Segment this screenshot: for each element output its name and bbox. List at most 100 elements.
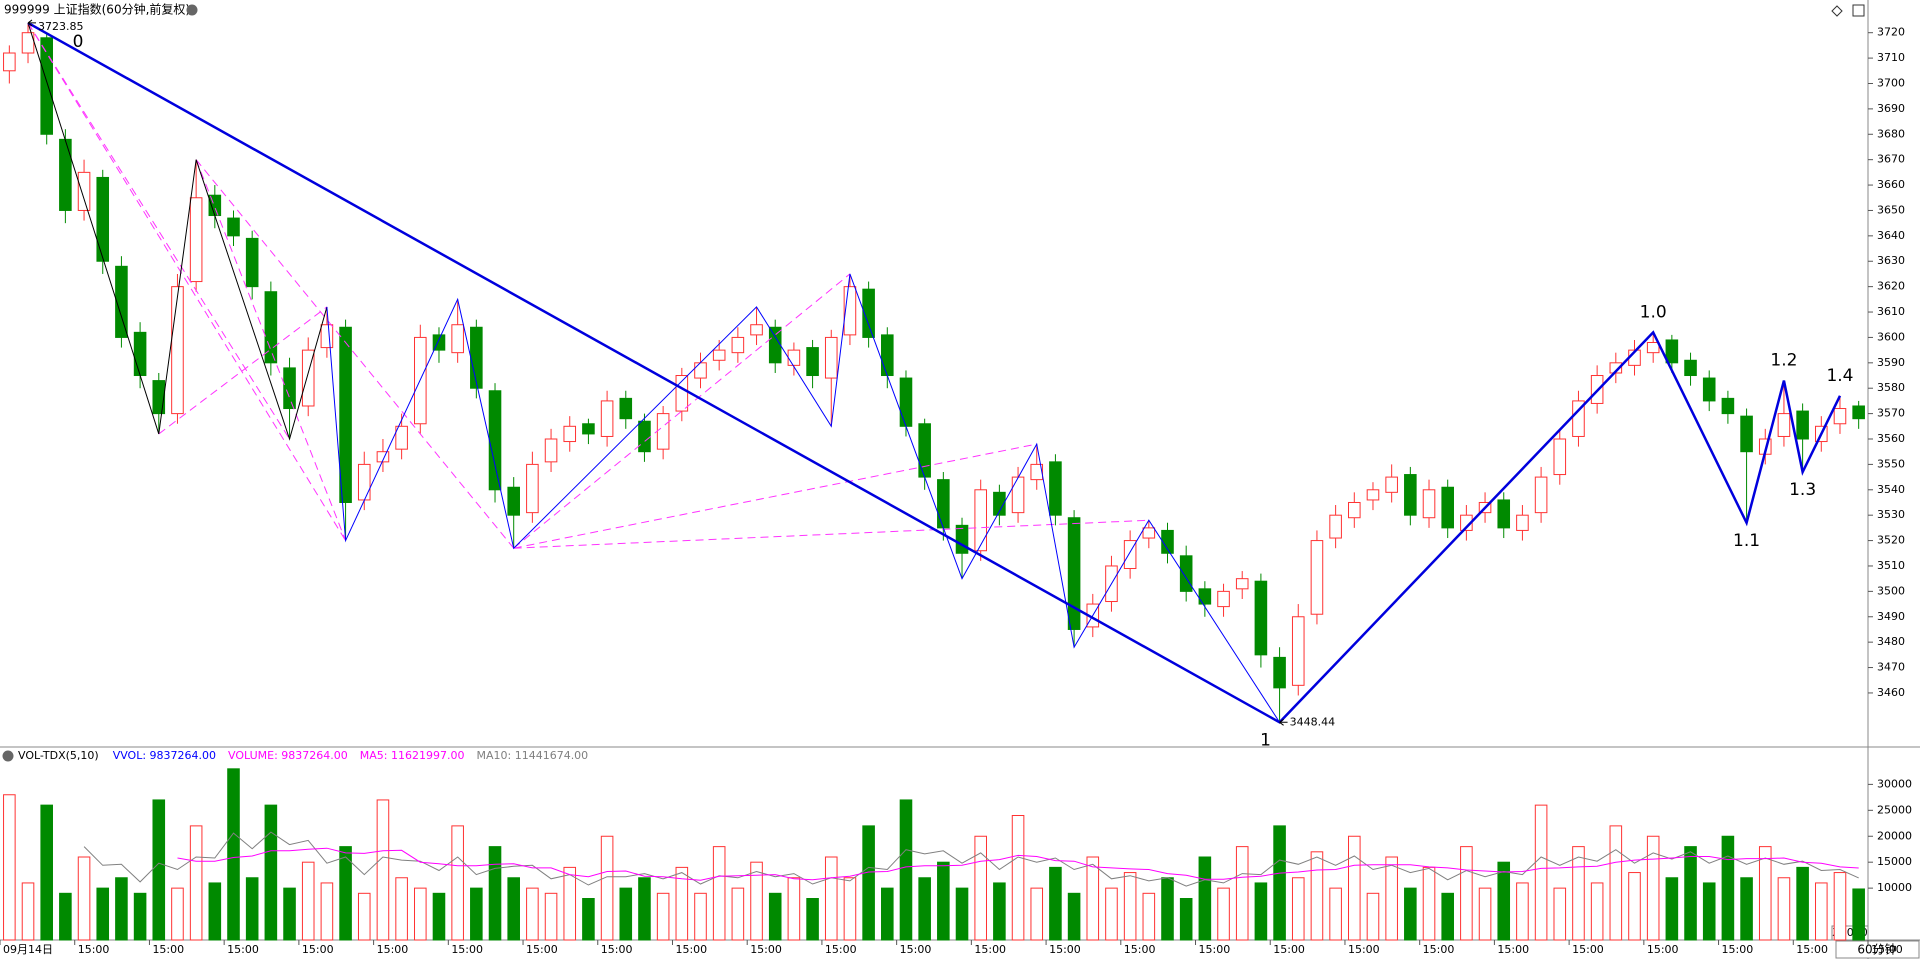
- y-tick-label: 3690: [1877, 102, 1905, 115]
- volume-bar: [899, 799, 913, 941]
- candle-body: [488, 390, 502, 491]
- x-tick-label: 15:00: [227, 943, 259, 956]
- volume-bar: [1030, 887, 1044, 941]
- wave-label: 1.1: [1733, 531, 1760, 551]
- candle-body: [656, 413, 670, 450]
- x-tick-label: 15:00: [1722, 943, 1754, 956]
- volume-bar: [1404, 887, 1417, 941]
- panel-icon[interactable]: [1852, 4, 1865, 17]
- volume-bar: [152, 799, 166, 941]
- volume-bar: [1179, 898, 1193, 941]
- candle-body: [1833, 408, 1847, 425]
- volume-bar: [768, 892, 782, 941]
- x-tick-label: 15:00: [675, 943, 707, 956]
- volume-bar: [1833, 872, 1847, 941]
- candle-body: [1852, 405, 1865, 420]
- ma-line: [83, 831, 1859, 887]
- x-tick-label: 15:00: [1572, 943, 1604, 956]
- candle-body: [843, 286, 857, 336]
- candle-body: [59, 138, 72, 211]
- y-tick-label: 10000: [1877, 881, 1912, 894]
- volume-bar: [1478, 887, 1492, 941]
- candle-body: [937, 479, 950, 529]
- volume-bar: [245, 877, 259, 941]
- y-tick-label: 3700: [1877, 76, 1905, 89]
- y-tick-label: 3660: [1877, 178, 1905, 191]
- volume-bar: [1534, 804, 1548, 941]
- volume-bar: [376, 799, 390, 941]
- volume-bar: [96, 887, 110, 941]
- candle-body: [21, 32, 35, 54]
- y-tick-label: 3600: [1877, 330, 1905, 343]
- title-menu-icon[interactable]: [186, 4, 198, 16]
- volume-legend: MA10: 11441674.00: [476, 749, 588, 762]
- volume-bar: [339, 846, 352, 941]
- volume-bar: [115, 877, 128, 941]
- volume-bar: [1422, 866, 1436, 941]
- x-tick-label: 15:00: [1647, 943, 1679, 956]
- volume-legend: VOLUME: 9837264.00: [228, 749, 348, 762]
- volume-bar: [600, 835, 614, 941]
- x-tick-label: 15:00: [377, 943, 409, 956]
- volume-bar: [40, 804, 53, 941]
- candle-body: [1572, 400, 1585, 437]
- y-tick-label: 3530: [1877, 508, 1905, 521]
- y-tick-label: 3610: [1877, 305, 1905, 318]
- candle-body: [563, 425, 577, 443]
- volume-bar: [918, 877, 931, 941]
- candle-body: [1011, 476, 1025, 514]
- volume-bar: [1777, 877, 1791, 941]
- candle-body: [507, 486, 520, 516]
- volume-bar: [3, 794, 16, 941]
- candle-body: [1646, 342, 1660, 354]
- volume-bar: [77, 856, 91, 941]
- candle-body: [301, 349, 315, 407]
- wave-label: 0: [73, 32, 84, 52]
- y-tick-label: 15000: [1877, 855, 1912, 868]
- fan-line: [513, 273, 851, 549]
- volume-bar: [1740, 877, 1753, 941]
- volume-bar: [1553, 887, 1567, 941]
- candle-body: [245, 237, 259, 288]
- diamond-icon[interactable]: [1831, 5, 1843, 17]
- y-tick-label: 3630: [1877, 254, 1905, 267]
- fan-line: [158, 306, 328, 435]
- candle-body: [600, 400, 614, 437]
- candle-body: [470, 326, 483, 389]
- x-tick-label: 15:00: [152, 943, 184, 956]
- volume-bar: [937, 861, 950, 941]
- candle-body: [1684, 359, 1697, 377]
- candle-body: [918, 423, 931, 478]
- fan-line: [195, 159, 347, 541]
- candle-body: [40, 37, 53, 135]
- candle-body: [899, 377, 913, 427]
- fan-line: [27, 22, 290, 440]
- volume-bar: [301, 861, 315, 941]
- candle-body: [638, 420, 651, 453]
- period-label[interactable]: 60分钟: [1857, 942, 1896, 957]
- volume-menu-icon[interactable]: [2, 750, 14, 762]
- volume-bar: [974, 835, 987, 941]
- extreme-label: 3723.85: [38, 20, 84, 33]
- ma-line: [177, 847, 1859, 881]
- zigzag-line: [326, 273, 1280, 723]
- period-box[interactable]: [1835, 940, 1920, 959]
- candle-body: [1777, 413, 1791, 437]
- candle-body: [1235, 578, 1249, 590]
- volume-bar: [1796, 866, 1809, 941]
- y-tick-label: 3500: [1877, 584, 1905, 597]
- candle-body: [264, 291, 278, 364]
- volume-bar: [824, 856, 838, 941]
- volume-bar: [1441, 892, 1454, 941]
- candle-body: [1161, 529, 1174, 554]
- candle-body: [1385, 476, 1398, 493]
- x-tick-label: 15:00: [1497, 943, 1529, 956]
- volume-bar: [1702, 882, 1716, 941]
- volume-legend: MA5: 11621997.00: [360, 749, 465, 762]
- fan-line: [513, 443, 1037, 549]
- candle-body: [526, 463, 539, 514]
- x-tick-label: 15:00: [750, 943, 782, 956]
- candle-body: [283, 367, 296, 410]
- x-tick-label: 15:00: [1796, 943, 1828, 956]
